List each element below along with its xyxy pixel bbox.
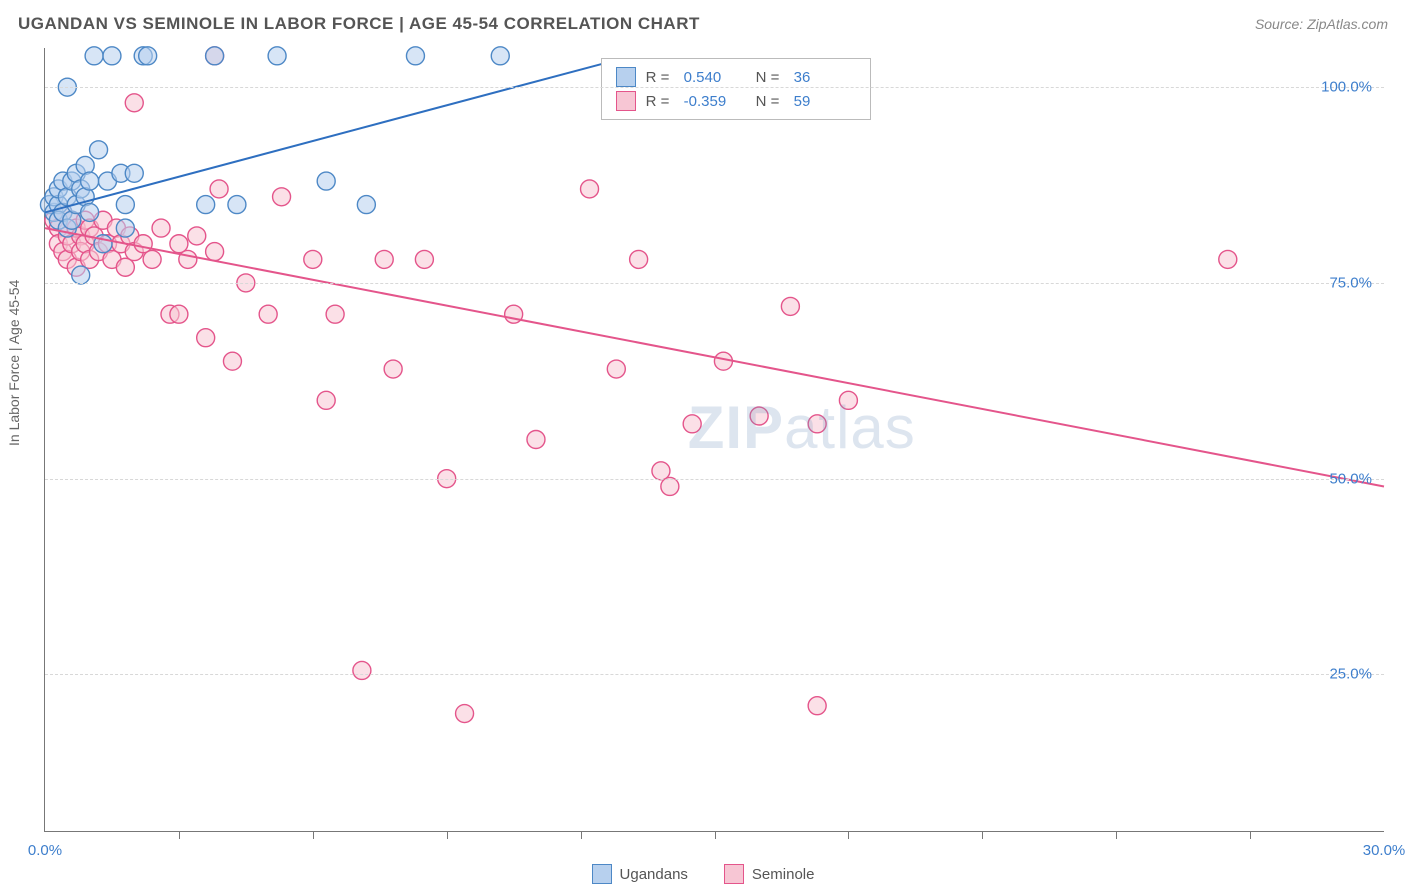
chart-title: UGANDAN VS SEMINOLE IN LABOR FORCE | AGE…	[18, 14, 700, 34]
x-tick-label-left: 0.0%	[28, 842, 62, 859]
stats-R-value: -0.359	[684, 93, 746, 110]
y-tick-label: 50.0%	[1329, 470, 1372, 487]
stats-R-value: 0.540	[684, 69, 746, 86]
stats-row: R = 0.540 N = 36	[616, 65, 856, 89]
scatter-point-seminole	[581, 180, 599, 198]
legend-label: Ugandans	[620, 866, 688, 883]
scatter-point-ugandans	[406, 47, 424, 65]
stats-N-label: N =	[756, 93, 784, 110]
scatter-point-seminole	[152, 219, 170, 237]
scatter-point-seminole	[170, 305, 188, 323]
scatter-point-ugandans	[72, 266, 90, 284]
scatter-point-seminole	[206, 243, 224, 261]
scatter-point-ugandans	[357, 196, 375, 214]
gridline-h	[45, 283, 1384, 284]
x-tick	[581, 831, 582, 839]
scatter-point-seminole	[808, 697, 826, 715]
gridline-h	[45, 674, 1384, 675]
scatter-point-ugandans	[206, 47, 224, 65]
scatter-point-seminole	[527, 431, 545, 449]
legend-item: Seminole	[724, 864, 815, 884]
scatter-point-seminole	[179, 250, 197, 268]
gridline-h	[45, 87, 1384, 88]
trend-line-seminole	[45, 228, 1384, 486]
scatter-point-seminole	[630, 250, 648, 268]
scatter-point-seminole	[839, 391, 857, 409]
x-tick	[715, 831, 716, 839]
scatter-point-ugandans	[491, 47, 509, 65]
scatter-point-seminole	[808, 415, 826, 433]
stats-row: R = -0.359 N = 59	[616, 89, 856, 113]
scatter-point-seminole	[661, 477, 679, 495]
scatter-point-seminole	[456, 705, 474, 723]
scatter-point-seminole	[143, 250, 161, 268]
scatter-point-ugandans	[85, 47, 103, 65]
x-tick	[1250, 831, 1251, 839]
scatter-point-seminole	[750, 407, 768, 425]
legend-swatch	[724, 864, 744, 884]
scatter-point-ugandans	[125, 164, 143, 182]
scatter-point-seminole	[353, 661, 371, 679]
scatter-point-seminole	[188, 227, 206, 245]
stats-swatch	[616, 67, 636, 87]
x-tick	[848, 831, 849, 839]
y-axis-label: In Labor Force | Age 45-54	[6, 280, 22, 446]
y-tick-label: 25.0%	[1329, 666, 1372, 683]
scatter-point-seminole	[384, 360, 402, 378]
scatter-point-ugandans	[103, 47, 121, 65]
scatter-point-seminole	[197, 329, 215, 347]
scatter-point-ugandans	[116, 219, 134, 237]
chart-svg	[45, 48, 1384, 831]
scatter-plot-area: ZIPatlas R =0.540N =36R =-0.359N =59 25.…	[44, 48, 1384, 832]
scatter-point-ugandans	[81, 172, 99, 190]
source-attribution: Source: ZipAtlas.com	[1255, 16, 1388, 32]
scatter-point-seminole	[134, 235, 152, 253]
scatter-point-ugandans	[116, 196, 134, 214]
scatter-point-seminole	[304, 250, 322, 268]
x-tick	[179, 831, 180, 839]
scatter-point-seminole	[210, 180, 228, 198]
stats-R-label: R =	[646, 69, 674, 86]
scatter-point-seminole	[683, 415, 701, 433]
scatter-point-seminole	[116, 258, 134, 276]
legend-swatch	[592, 864, 612, 884]
scatter-point-ugandans	[317, 172, 335, 190]
scatter-point-seminole	[170, 235, 188, 253]
scatter-point-seminole	[375, 250, 393, 268]
legend-label: Seminole	[752, 866, 815, 883]
x-tick	[313, 831, 314, 839]
scatter-point-ugandans	[90, 141, 108, 159]
scatter-point-seminole	[223, 352, 241, 370]
y-tick-label: 100.0%	[1321, 79, 1372, 96]
x-tick	[1116, 831, 1117, 839]
scatter-point-seminole	[652, 462, 670, 480]
x-tick-label-right: 30.0%	[1363, 842, 1406, 859]
stats-N-label: N =	[756, 69, 784, 86]
scatter-point-seminole	[607, 360, 625, 378]
x-tick	[447, 831, 448, 839]
stats-N-value: 36	[794, 69, 856, 86]
correlation-stats-box: R = 0.540 N = 36 R = -0.359 N = 59	[601, 58, 871, 120]
scatter-point-seminole	[781, 297, 799, 315]
legend-item: Ugandans	[592, 864, 688, 884]
stats-swatch	[616, 91, 636, 111]
scatter-point-seminole	[125, 94, 143, 112]
scatter-point-seminole	[273, 188, 291, 206]
series-legend: Ugandans Seminole	[0, 864, 1406, 884]
scatter-point-seminole	[259, 305, 277, 323]
scatter-point-seminole	[317, 391, 335, 409]
scatter-point-ugandans	[228, 196, 246, 214]
scatter-point-seminole	[326, 305, 344, 323]
scatter-point-seminole	[415, 250, 433, 268]
scatter-point-ugandans	[268, 47, 286, 65]
scatter-point-seminole	[1219, 250, 1237, 268]
scatter-point-ugandans	[139, 47, 157, 65]
scatter-point-ugandans	[197, 196, 215, 214]
gridline-h	[45, 479, 1384, 480]
y-tick-label: 75.0%	[1329, 274, 1372, 291]
x-tick	[982, 831, 983, 839]
scatter-point-ugandans	[81, 203, 99, 221]
stats-R-label: R =	[646, 93, 674, 110]
stats-N-value: 59	[794, 93, 856, 110]
